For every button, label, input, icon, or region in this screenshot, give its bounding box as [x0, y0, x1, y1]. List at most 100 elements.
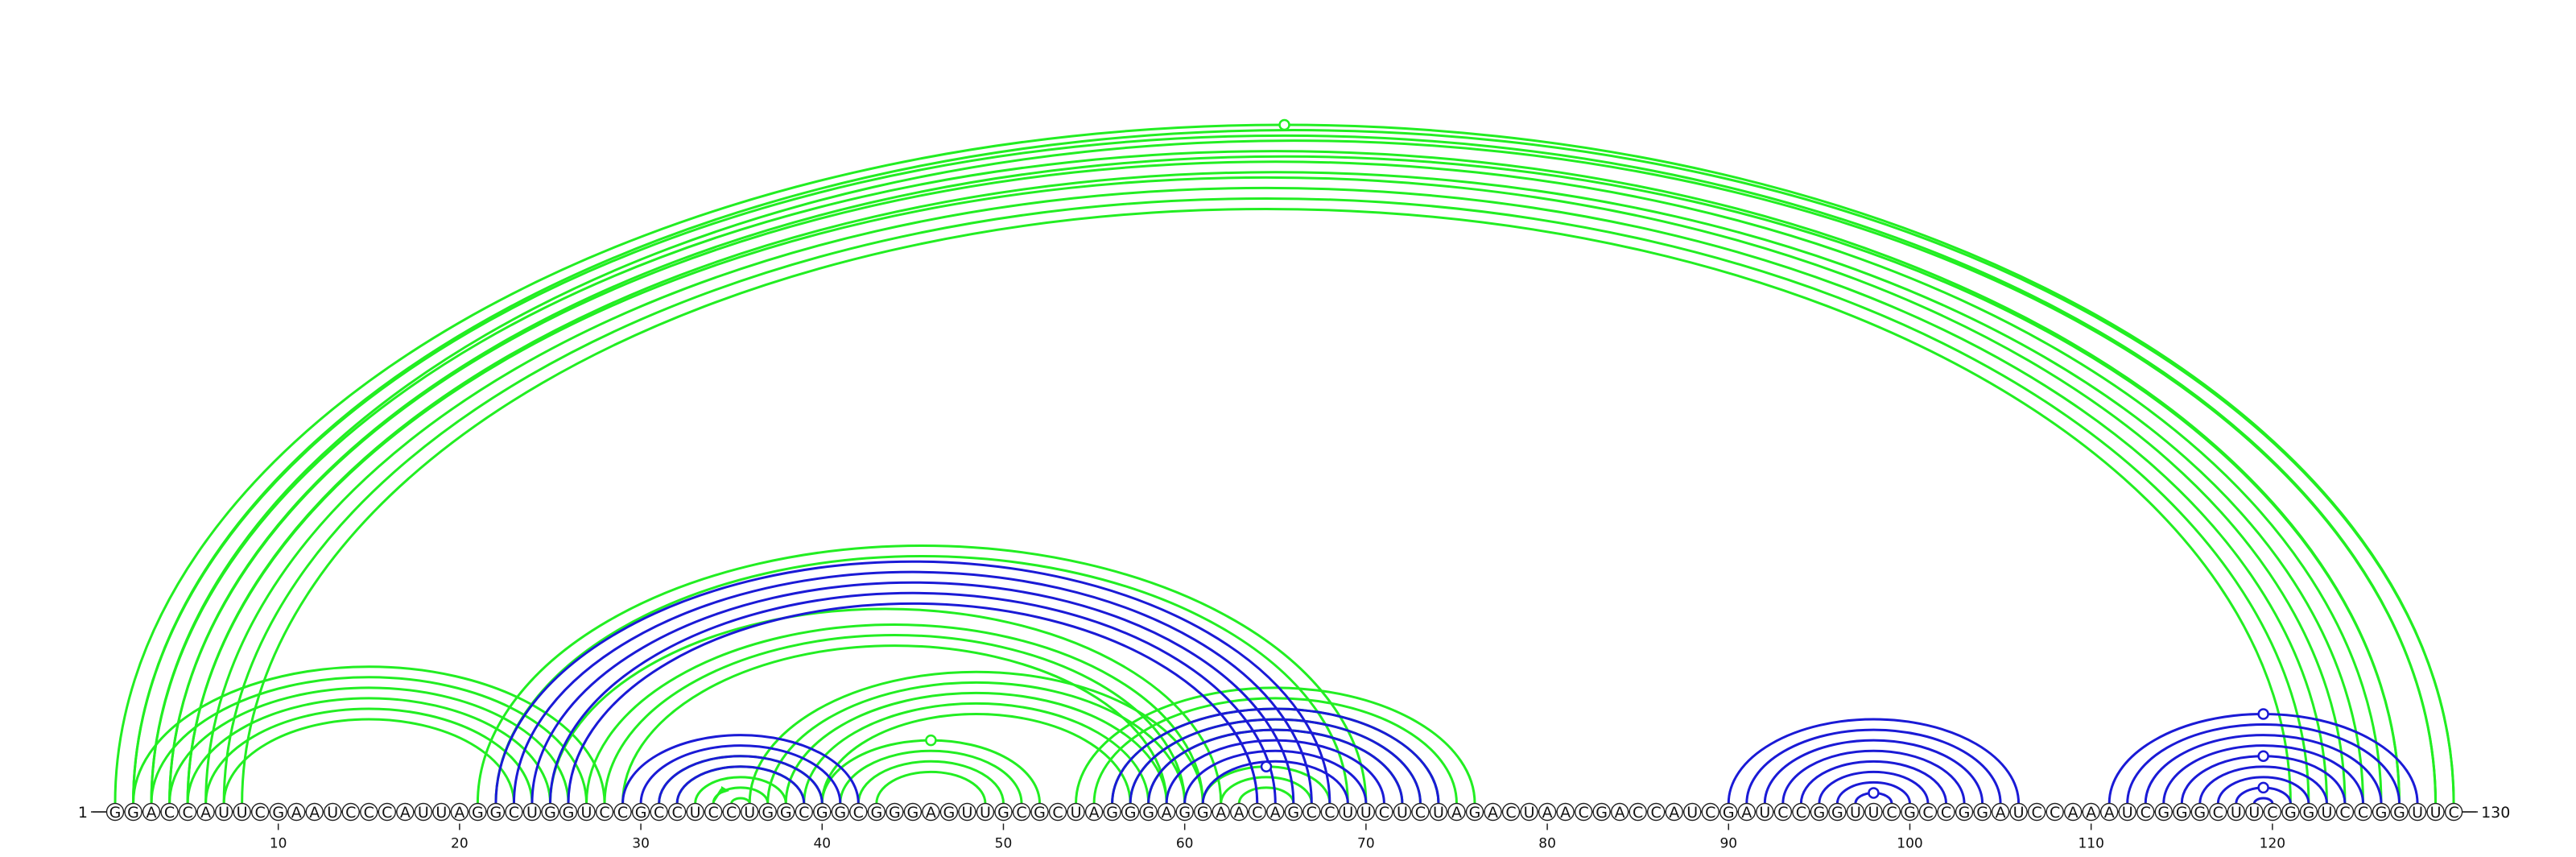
- nucleotide-letter: C: [1633, 804, 1643, 822]
- blue-pair-arc: [494, 560, 1331, 804]
- green-pair-arc: [168, 160, 2383, 804]
- nucleotide-letter: A: [1488, 804, 1498, 822]
- nucleotide-circle: [903, 802, 923, 822]
- nucleotide-letter: C: [2031, 804, 2041, 822]
- blue-pair-arc: [675, 765, 806, 804]
- green-pair-arc: [1237, 786, 1295, 804]
- green-pair-arc: [548, 607, 1223, 804]
- nucleotide-letter: U: [218, 804, 229, 822]
- nucleotide-letter: G: [1106, 804, 1118, 822]
- nucleotide-letter: C: [2339, 804, 2350, 822]
- nucleotide-circle: [1030, 802, 1049, 822]
- nucleotide-circle: [269, 802, 287, 822]
- green-pair-arc: [132, 134, 2438, 804]
- nucleotide-circle: [1302, 802, 1321, 822]
- blue-pair-arc: [1183, 749, 1368, 804]
- nucleotide-circle: [577, 802, 596, 822]
- nucleotide-circle: [1918, 802, 1938, 822]
- nucleotide-letter: U: [1397, 804, 1408, 822]
- nucleotide-circle: [305, 802, 324, 822]
- green-pair-arc: [186, 176, 2347, 804]
- blue-pair-arc: [1745, 728, 2002, 804]
- nucleotide-circle: [1864, 802, 1883, 822]
- nucleotide-circle: [1538, 802, 1557, 822]
- nucleotide-circle: [469, 802, 487, 822]
- nucleotide-letter: A: [1996, 804, 2006, 822]
- nucleotide-letter: C: [1252, 804, 1262, 822]
- nucleotide-circle: [1121, 802, 1140, 822]
- nucleotide-circle: [1284, 802, 1303, 822]
- nucleotide-circle: [142, 802, 161, 822]
- tick-label: 60: [1176, 836, 1194, 852]
- nucleotide-circle: [1828, 802, 1847, 822]
- blue-pair-arc: [639, 744, 842, 804]
- nucleotide-circle: [867, 802, 886, 822]
- nucleotide-circle: [2099, 802, 2119, 822]
- nucleotide-circle: [831, 802, 850, 822]
- nucleotide-letter: A: [309, 804, 320, 822]
- nucleotide-letter: C: [1324, 804, 1335, 822]
- green-pair-arc: [168, 155, 2401, 804]
- nucleotide-letter: U: [2013, 804, 2025, 822]
- blue-pair-arc: [1727, 718, 2021, 804]
- green-pair-arc: [766, 681, 1187, 804]
- nucleotide-letter: G: [834, 804, 846, 822]
- nucleotide-circle: [1320, 802, 1340, 822]
- tick-label: 100: [1897, 836, 1922, 852]
- nucleotide-letter: G: [1179, 804, 1191, 822]
- green-pair-arc: [1092, 697, 1458, 804]
- pointer-arrow: [712, 786, 730, 803]
- nucleotide-letter: A: [1615, 804, 1625, 822]
- green-pair-arc: [222, 718, 515, 804]
- nucleotide-letter: U: [2231, 804, 2242, 822]
- blue-pair-arc: [1763, 739, 1984, 804]
- blue-pair-arc: [658, 755, 824, 804]
- nucleotide-letter: A: [1542, 804, 1553, 822]
- tick-label: 20: [451, 836, 469, 852]
- nucleotide-letter: A: [926, 804, 936, 822]
- nucleotide-letter: G: [816, 804, 828, 822]
- nucleotide-circle: [686, 802, 704, 822]
- nucleotide-circle: [2372, 802, 2391, 822]
- green-pair-arc: [875, 770, 987, 804]
- nucleotide-circle: [939, 802, 959, 822]
- nucleotide-circle: [559, 802, 578, 822]
- nucleotide-letter: U: [1433, 804, 1444, 822]
- nucleotide-letter: U: [1868, 804, 1879, 822]
- nucleotide-letter: U: [418, 804, 429, 822]
- nucleotide-circle: [360, 802, 378, 822]
- green-pair-arc: [803, 702, 1150, 804]
- nucleotide-circle: [2227, 802, 2246, 822]
- nucleotide-circle: [2390, 802, 2409, 822]
- nucleotide-letter: G: [490, 804, 502, 822]
- nucleotide-letter: C: [1777, 804, 1788, 822]
- nucleotide-letter: G: [1976, 804, 1988, 822]
- nucleotide-circle: [1139, 802, 1158, 822]
- nucleotide-circle: [1248, 802, 1266, 822]
- nucleotide-circle: [1810, 802, 1829, 822]
- nucleotide-circle: [813, 802, 832, 822]
- nucleotide-circle: [378, 802, 396, 822]
- nucleotide-circle: [2245, 802, 2264, 822]
- nucleotide-letter: G: [997, 804, 1009, 822]
- nucleotide-circle: [1484, 802, 1502, 822]
- nucleotide-circle: [432, 802, 451, 822]
- green-pair-arc: [150, 676, 588, 804]
- nucleotide-letter: U: [1071, 804, 1082, 822]
- nucleotide-circle: [2444, 802, 2463, 822]
- nucleotide-circle: [777, 802, 795, 822]
- green-pair-arc: [784, 691, 1168, 804]
- nucleotide-letter: C: [1505, 804, 1516, 822]
- nucleotide-circle: [1375, 802, 1393, 822]
- nucleotide-letter: C: [599, 804, 609, 822]
- nucleotide-circle: [1012, 802, 1031, 822]
- nucleotide-circle: [124, 802, 142, 822]
- nucleotide-circle: [1084, 802, 1104, 822]
- nucleotide-circle: [1773, 802, 1793, 822]
- nucleotide-letter: G: [943, 804, 956, 822]
- nucleotide-circle: [1955, 802, 1974, 822]
- nucleotide-letter: C: [2213, 804, 2223, 822]
- nucleotide-letter: C: [1705, 804, 1715, 822]
- arc-marker: [2257, 781, 2269, 794]
